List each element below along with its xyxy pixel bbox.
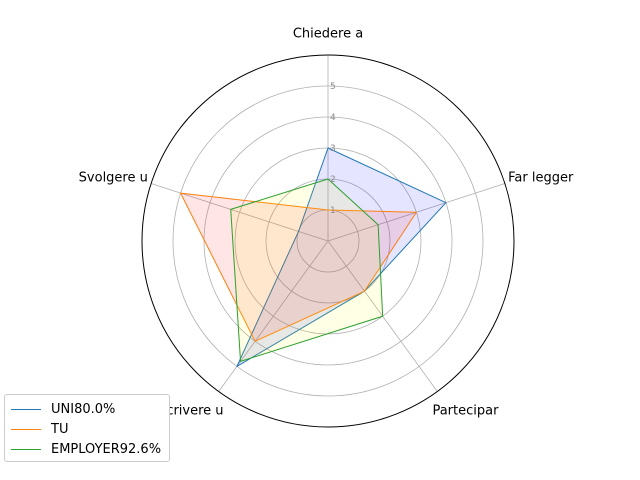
radial-tick-label: 4	[330, 113, 336, 123]
radar-labels: 1 2 3 4 5 Chiedere a Far legger Partecipar Scriv…	[79, 27, 574, 419]
legend-item: EMPLOYER92.6%	[11, 439, 163, 459]
radial-tick-label: 1	[330, 206, 336, 216]
legend: UNI80.0% TU EMPLOYER92.6%	[4, 394, 170, 462]
outer-frame	[141, 54, 515, 428]
series-fill	[230, 179, 383, 362]
axis-label: Chiedere a	[293, 27, 363, 42]
axis-label: Scrivere u	[158, 404, 223, 419]
radar-grid	[141, 54, 515, 428]
radial-tick-label: 5	[330, 82, 336, 92]
legend-label: EMPLOYER92.6%	[51, 441, 162, 457]
series-line	[180, 192, 417, 342]
legend-label: UNI80.0%	[51, 401, 116, 417]
axis-label: Partecipar	[432, 404, 499, 419]
axis-label: Far legger	[508, 171, 574, 186]
series-line	[236, 147, 447, 367]
radial-tick-label: 2	[330, 175, 336, 185]
legend-item: TU	[11, 419, 163, 439]
series-fill	[180, 193, 417, 342]
series-line	[230, 178, 384, 362]
legend-swatch	[11, 408, 41, 410]
legend-label: TU	[51, 421, 69, 437]
series-fill	[236, 148, 446, 367]
legend-swatch	[11, 428, 41, 430]
legend-swatch	[11, 448, 41, 450]
axis-label: Svolgere u	[79, 171, 148, 186]
radial-tick-label: 3	[330, 144, 336, 154]
radar-series	[180, 147, 447, 367]
legend-item: UNI80.0%	[11, 399, 163, 419]
